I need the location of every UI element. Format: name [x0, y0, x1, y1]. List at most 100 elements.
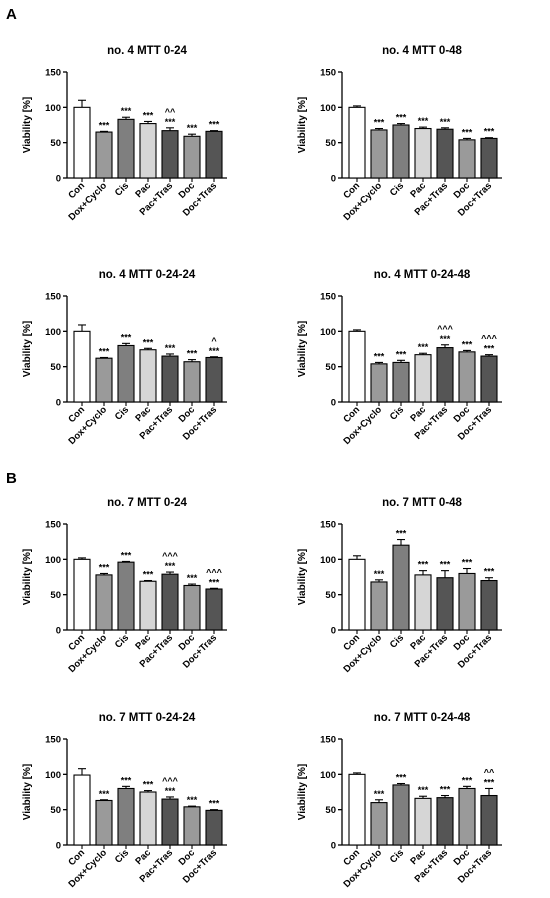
- significance-label: ***: [462, 127, 473, 137]
- y-tick-label: 0: [331, 174, 336, 185]
- y-tick-label: 150: [320, 292, 336, 303]
- y-tick-label: 100: [45, 770, 61, 781]
- significance-label: ***: [440, 334, 451, 344]
- bar-con: [73, 106, 91, 179]
- bar-pac-tras: [161, 798, 179, 846]
- y-tick-label: 100: [320, 103, 336, 114]
- y-tick-label: 0: [56, 626, 61, 637]
- bar-con: [73, 330, 91, 403]
- significance-label: ***: [143, 110, 154, 120]
- bar-doc: [458, 572, 476, 631]
- bar-doc: [458, 787, 476, 846]
- significance-label: ***: [462, 775, 473, 785]
- chart-no7-mtt-0-24-48: no. 7 MTT 0-24-48 Viability [%] 0 50 100 150 C…: [297, 712, 502, 890]
- bar-dox-cyclo: [95, 799, 113, 846]
- bar-cis: [392, 544, 410, 631]
- y-tick-label: 50: [50, 138, 61, 149]
- bar-pac-tras: [436, 347, 454, 403]
- significance-label: ***: [462, 558, 473, 568]
- significance-label: ***: [187, 573, 198, 583]
- bar-pac: [139, 123, 157, 179]
- bar-dox-cyclo: [95, 574, 113, 631]
- bar-doc: [458, 139, 476, 179]
- bar-doc-tras: [480, 579, 498, 631]
- y-tick-label: 100: [45, 555, 61, 566]
- significance-label: ***: [484, 127, 495, 137]
- x-tick-label-cis: Cis: [113, 404, 131, 422]
- significance-label: ***: [484, 344, 495, 354]
- bar-cis: [117, 344, 135, 403]
- chart-title: no. 7 MTT 0-24-24: [99, 712, 196, 724]
- significance-label: ***: [209, 577, 220, 587]
- bar-pac-tras: [161, 355, 179, 403]
- chart-title: no. 7 MTT 0-24-48: [374, 712, 471, 724]
- bar-dox-cyclo: [370, 581, 388, 631]
- y-tick-label: 100: [320, 770, 336, 781]
- bar-con: [73, 774, 91, 846]
- significance-label: ***: [121, 775, 132, 785]
- x-tick-label-cis: Cis: [113, 180, 131, 198]
- significance-label: ***: [440, 117, 451, 127]
- significance-label: ***: [121, 550, 132, 560]
- bar-cis: [117, 118, 135, 179]
- significance-label: ***: [187, 123, 198, 133]
- significance-label: ***: [165, 786, 176, 796]
- significance-label: ***: [396, 773, 407, 783]
- panel-label-b: B: [6, 470, 17, 487]
- bar-doc: [183, 135, 201, 179]
- panel-label-a: A: [6, 6, 17, 23]
- significance-label: ***: [165, 117, 176, 127]
- bar-doc-tras: [205, 356, 223, 403]
- bar-pac: [414, 797, 432, 846]
- bar-con: [73, 558, 91, 631]
- chart-title: no. 4 MTT 0-48: [382, 45, 462, 57]
- y-tick-label: 150: [45, 68, 61, 79]
- bar-cis: [392, 124, 410, 179]
- bar-dox-cyclo: [370, 802, 388, 846]
- significance-label: ***: [99, 789, 110, 799]
- significance-label: ***: [418, 116, 429, 126]
- chart-no4-mtt-0-24-24: no. 4 MTT 0-24-24 Viability [%] 0 50 100 150 C…: [22, 269, 227, 447]
- significance-label: ***: [396, 113, 407, 123]
- y-tick-label: 150: [45, 292, 61, 303]
- y-axis-label: Viability [%]: [22, 321, 33, 378]
- significance-label: ^^^: [162, 776, 179, 786]
- x-tick-label-cis: Cis: [113, 632, 131, 650]
- bar-dox-cyclo: [370, 363, 388, 403]
- significance-label: ***: [209, 120, 220, 130]
- significance-label: ***: [484, 567, 495, 577]
- significance-label: ***: [209, 346, 220, 356]
- bar-pac-tras: [436, 577, 454, 631]
- bar-pac: [414, 127, 432, 179]
- y-tick-label: 50: [325, 138, 336, 149]
- chart-title: no. 7 MTT 0-48: [382, 497, 462, 509]
- significance-label: ^^^: [162, 551, 179, 561]
- bar-pac: [139, 349, 157, 403]
- significance-label: ***: [440, 560, 451, 570]
- significance-label: ***: [209, 799, 220, 809]
- bar-doc-tras: [205, 809, 223, 846]
- y-tick-label: 150: [320, 68, 336, 79]
- bar-con: [348, 558, 366, 631]
- y-tick-label: 50: [50, 590, 61, 601]
- y-tick-label: 0: [331, 398, 336, 409]
- bar-pac: [139, 580, 157, 631]
- significance-label: ***: [143, 337, 154, 347]
- bar-doc-tras: [480, 794, 498, 846]
- significance-label: ^^^: [437, 324, 454, 334]
- bar-doc-tras: [480, 355, 498, 403]
- y-axis-label: Viability [%]: [22, 764, 33, 821]
- significance-label: ***: [374, 118, 385, 128]
- significance-label: ***: [143, 780, 154, 790]
- bar-dox-cyclo: [95, 357, 113, 403]
- significance-label: ***: [165, 561, 176, 571]
- y-tick-label: 50: [325, 362, 336, 373]
- y-tick-label: 0: [56, 841, 61, 852]
- chart-no4-mtt-0-24-48: no. 4 MTT 0-24-48 Viability [%] 0 50 100 150 C…: [297, 269, 502, 447]
- significance-label: ***: [374, 789, 385, 799]
- significance-label: ***: [121, 106, 132, 116]
- significance-label: ***: [165, 343, 176, 353]
